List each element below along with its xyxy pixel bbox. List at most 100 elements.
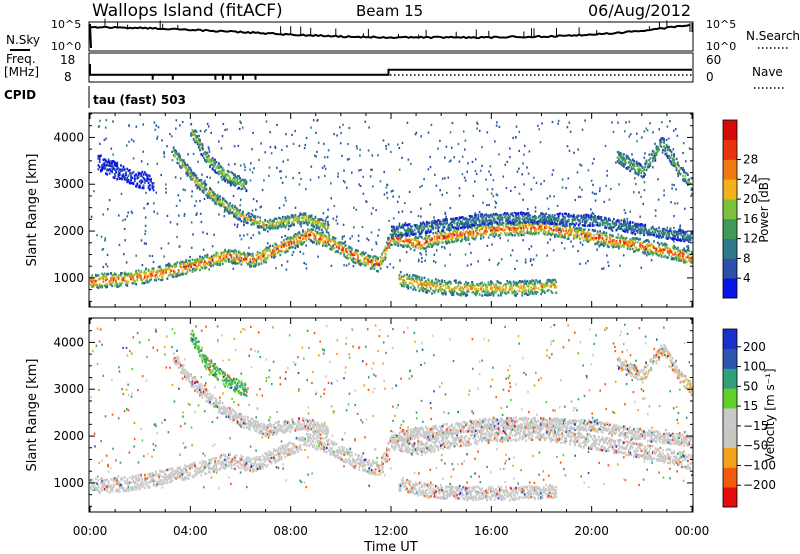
power-cell xyxy=(195,261,198,264)
power-cell xyxy=(209,264,211,267)
power-cell xyxy=(125,272,127,276)
power-cell xyxy=(557,214,560,218)
power-cell xyxy=(431,245,433,248)
power-cell xyxy=(535,228,537,231)
power-cell xyxy=(498,233,501,237)
power-cell xyxy=(231,260,234,264)
power-cell xyxy=(497,294,500,297)
power-cell xyxy=(655,227,658,231)
power-cell xyxy=(245,261,248,264)
power-cell xyxy=(256,215,259,219)
power-cell xyxy=(396,240,398,244)
power-cell xyxy=(497,223,500,226)
power-cell xyxy=(98,165,101,169)
power-cell xyxy=(643,168,645,172)
power-cell xyxy=(324,240,327,243)
power-cell xyxy=(414,246,417,249)
power-cell xyxy=(434,226,437,230)
power-cell xyxy=(438,236,441,239)
power-cell xyxy=(244,187,247,190)
power-cell xyxy=(128,275,131,278)
power-cell xyxy=(278,244,280,248)
noise-right-label: N.Search xyxy=(746,29,800,43)
power-cell xyxy=(131,276,134,279)
power-cell xyxy=(325,244,328,248)
power-cell xyxy=(142,281,145,285)
power-cell xyxy=(340,248,343,252)
power-cell xyxy=(397,236,400,240)
power-cell xyxy=(483,230,486,233)
power-cell xyxy=(177,274,180,277)
power-cell xyxy=(540,220,542,223)
power-cell xyxy=(98,277,101,281)
power-cell xyxy=(210,265,213,268)
power-cell xyxy=(219,259,221,263)
power-cell xyxy=(441,241,443,244)
power-cell xyxy=(334,250,337,254)
power-cell xyxy=(485,225,487,228)
power-cell xyxy=(688,249,690,253)
power-cell xyxy=(130,277,132,280)
power-cell xyxy=(354,261,357,265)
power-cell xyxy=(337,242,339,245)
frequency-panel-frame xyxy=(88,52,694,83)
power-cell xyxy=(666,256,669,259)
power-cell xyxy=(511,212,514,215)
power-cell xyxy=(221,251,224,254)
power-cell xyxy=(313,241,315,244)
power-cell xyxy=(222,257,225,260)
power-cell xyxy=(179,155,181,158)
power-cell xyxy=(387,243,389,246)
power-cell xyxy=(392,235,395,239)
power-cell xyxy=(216,252,219,255)
power-cell xyxy=(462,231,465,234)
power-cell xyxy=(505,283,507,286)
power-cell xyxy=(579,222,581,225)
power-cell xyxy=(255,253,258,257)
power-cell xyxy=(215,253,218,256)
power-cell xyxy=(687,173,689,176)
power-cell xyxy=(413,238,416,242)
power-cell xyxy=(467,281,470,285)
power-cell xyxy=(157,269,160,273)
power-cell xyxy=(384,256,387,259)
power-cell xyxy=(169,273,171,276)
power-cell xyxy=(202,156,205,160)
power-cell xyxy=(437,290,440,293)
power-cell xyxy=(172,275,175,278)
power-cell xyxy=(245,189,248,193)
power-cell xyxy=(518,216,521,220)
power-cell xyxy=(544,230,546,233)
power-cell xyxy=(302,237,304,240)
power-cell xyxy=(111,281,114,284)
power-cell xyxy=(393,229,396,233)
power-cell xyxy=(187,259,190,262)
power-cell xyxy=(116,285,119,288)
power-cell xyxy=(372,256,374,259)
power-cell xyxy=(453,222,456,225)
power-cell xyxy=(353,261,356,264)
power-cell xyxy=(122,276,125,279)
power-cell xyxy=(442,284,445,287)
power-cell xyxy=(577,234,580,237)
power-cell xyxy=(137,273,140,277)
power-cell xyxy=(515,227,517,231)
power-cell xyxy=(298,240,300,243)
power-cell xyxy=(228,204,230,207)
power-cell xyxy=(443,231,446,234)
power-cell xyxy=(246,262,249,266)
power-cell xyxy=(414,238,417,242)
power-cell xyxy=(683,247,685,250)
power-cell xyxy=(660,145,663,148)
power-cell xyxy=(206,151,209,155)
power-cell xyxy=(97,168,100,171)
power-cell xyxy=(374,262,377,266)
power-cell xyxy=(451,232,453,236)
power-cell xyxy=(505,224,507,227)
power-cell xyxy=(434,278,437,281)
power-cell xyxy=(374,255,377,258)
power-cell xyxy=(91,274,94,277)
power-cell xyxy=(250,262,253,266)
power-cell xyxy=(447,235,450,238)
power-cell xyxy=(293,242,295,245)
